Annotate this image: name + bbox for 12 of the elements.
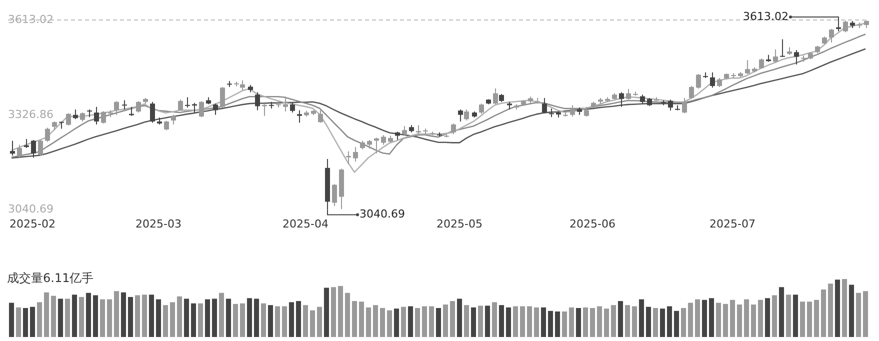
annotation: 3040.69 — [360, 208, 405, 221]
chart-title: 成交量6.11亿手 — [7, 270, 94, 287]
x-tick-label: 2025-06 — [570, 217, 616, 230]
x-tick-label: 2025-07 — [710, 217, 756, 230]
y-tick-label: 3040.69 — [8, 202, 54, 216]
y-tick-label: 3613.02 — [8, 12, 54, 26]
x-tick-label: 2025-04 — [282, 217, 328, 230]
x-tick-label: 2025-05 — [436, 217, 482, 230]
x-tick-label: 2025-03 — [136, 217, 182, 230]
annotation: 3613.02 — [743, 10, 788, 23]
x-tick-label: 2025-02 — [10, 217, 56, 230]
y-tick-label: 3326.86 — [8, 108, 54, 121]
